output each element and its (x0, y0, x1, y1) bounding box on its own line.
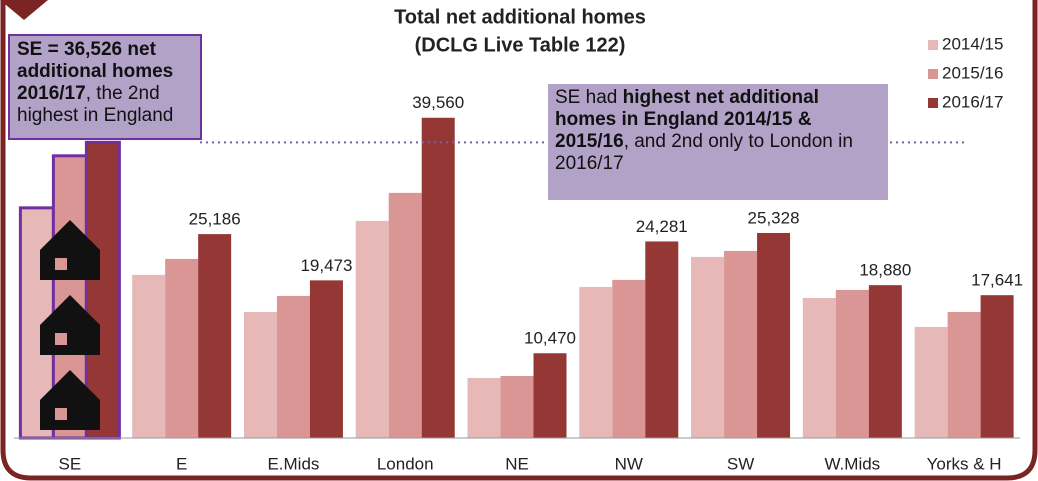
value-label: 25,186 (189, 210, 241, 229)
legend-label: 2015/16 (942, 63, 1003, 82)
x-tick-label: London (377, 454, 434, 473)
bar (836, 290, 869, 438)
legend-swatch (928, 98, 938, 108)
bar (981, 295, 1014, 438)
value-label: 39,560 (412, 93, 464, 112)
annotation: SE = 36,526 net additional homes 2016/17… (8, 34, 202, 140)
legend-swatch (928, 69, 938, 79)
bar (757, 233, 790, 438)
annotation-text: SE had (555, 87, 623, 108)
chart-subtitle: (DCLG Live Table 122) (415, 34, 626, 56)
bar (869, 285, 902, 438)
bar (132, 275, 165, 438)
legend-label: 2016/17 (942, 92, 1003, 111)
legend-swatch (928, 40, 938, 50)
bar (310, 280, 343, 438)
annotation: SE had highest net additional homes in E… (548, 84, 888, 200)
value-label: 18,880 (859, 261, 911, 280)
value-label: 24,281 (636, 217, 688, 236)
x-tick-label: SE (59, 454, 82, 473)
page: Total net additional homes (DCLG Live Ta… (0, 0, 1038, 481)
bar (501, 376, 534, 438)
bar (579, 287, 612, 438)
bar (165, 259, 198, 438)
legend-label: 2014/15 (942, 34, 1003, 53)
bar (389, 193, 422, 438)
chart-title: Total net additional homes (394, 6, 646, 28)
x-tick-label: NW (615, 454, 643, 473)
corner-marker (0, 0, 48, 20)
bar (277, 296, 310, 438)
bar (198, 234, 231, 438)
bar (724, 251, 757, 438)
bar (534, 353, 567, 438)
house-icons (40, 220, 100, 430)
bar (915, 327, 948, 438)
value-label: 19,473 (300, 256, 352, 275)
x-tick-label: Yorks & H (927, 454, 1002, 473)
bar (244, 312, 277, 438)
x-tick-label: E.Mids (267, 454, 319, 473)
bar (948, 312, 981, 438)
bar (691, 257, 724, 438)
bar (645, 241, 678, 438)
value-label: 10,470 (524, 329, 576, 348)
bar (468, 378, 501, 438)
bar (422, 118, 455, 438)
bar (356, 221, 389, 438)
bar (612, 280, 645, 438)
value-label: 25,328 (748, 208, 800, 227)
x-tick-label: SW (727, 454, 754, 473)
value-label: 17,641 (971, 271, 1023, 290)
bar (803, 298, 836, 438)
x-tick-label: W.Mids (824, 454, 880, 473)
x-tick-label: E (176, 454, 187, 473)
x-tick-label: NE (505, 454, 529, 473)
